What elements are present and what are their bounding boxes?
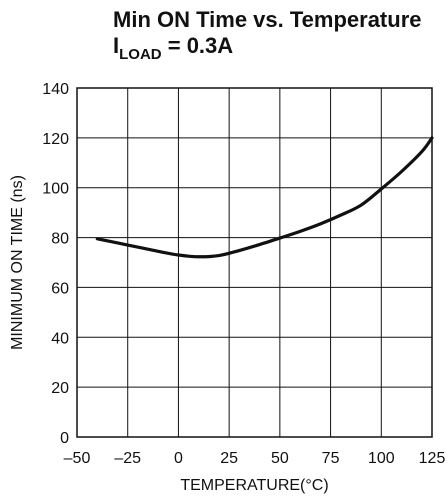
y-axis-label: MINIMUM ON TIME (ns) — [9, 175, 26, 350]
y-tick-labels: 0 20 40 60 80 100 120 140 — [42, 81, 69, 447]
y-tick-label: 60 — [51, 280, 69, 297]
x-tick-label: 75 — [322, 450, 340, 467]
y-tick-label: 120 — [42, 131, 69, 148]
x-tick-label: 0 — [174, 450, 183, 467]
x-axis-label: TEMPERATURE(°C) — [180, 477, 328, 494]
plot-frame — [77, 88, 432, 437]
x-tick-label: –50 — [64, 450, 91, 467]
y-tick-label: 140 — [42, 81, 69, 98]
x-tick-label: –25 — [114, 450, 141, 467]
x-tick-labels: –50 –25 0 25 50 75 100 125 — [64, 450, 446, 467]
y-tick-label: 40 — [51, 330, 69, 347]
grid-lines — [77, 88, 432, 437]
x-tick-label: 50 — [271, 450, 289, 467]
y-tick-label: 100 — [42, 181, 69, 198]
y-tick-label: 80 — [51, 231, 69, 248]
y-tick-label: 0 — [60, 430, 69, 447]
data-series — [97, 138, 432, 257]
x-tick-label: 25 — [220, 450, 238, 467]
y-tick-label: 20 — [51, 380, 69, 397]
series-line — [97, 138, 432, 257]
x-tick-label: 100 — [368, 450, 395, 467]
x-tick-label: 125 — [419, 450, 446, 467]
